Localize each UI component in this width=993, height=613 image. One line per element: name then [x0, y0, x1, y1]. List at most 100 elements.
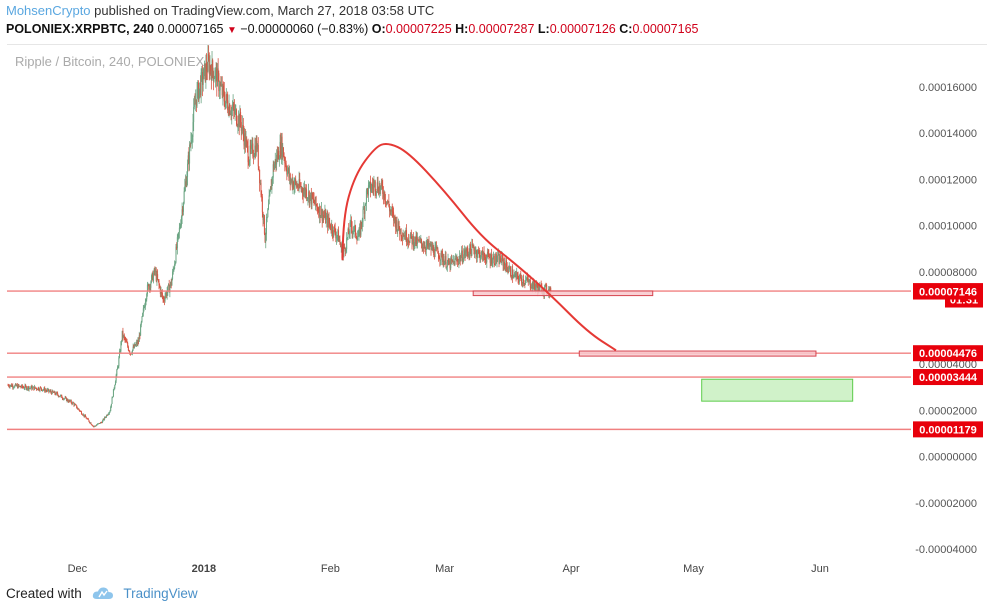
candle-body — [427, 241, 429, 246]
candle-body — [240, 111, 242, 123]
candle-body — [42, 389, 44, 391]
candle-body — [399, 229, 401, 235]
candle-body — [525, 280, 527, 284]
candle-body — [355, 235, 357, 238]
candle-body — [360, 221, 362, 235]
price-chart[interactable]: Ripple / Bitcoin, 240, POLONIEX 0.0001600… — [7, 45, 987, 579]
candle-body — [528, 280, 530, 283]
candle-body — [266, 217, 268, 219]
candle-body — [510, 267, 512, 276]
candle-body — [78, 408, 80, 410]
candle-body — [175, 246, 177, 263]
candle-body — [81, 414, 83, 415]
candle-body — [401, 236, 403, 239]
candle-body — [233, 104, 235, 109]
candle-body — [364, 204, 366, 214]
candle-body — [151, 272, 153, 276]
candle-body — [512, 277, 514, 279]
candle-body — [65, 397, 67, 399]
candle-body — [253, 155, 255, 157]
created-with-text: Created with — [6, 586, 82, 601]
candle-body — [461, 250, 463, 257]
candle-body — [95, 425, 97, 427]
candle-body — [99, 422, 101, 424]
candle-body — [125, 339, 127, 341]
candle-body — [147, 284, 149, 286]
candle-body — [108, 412, 110, 414]
symbol-line: POLONIEX:XRPBTC, 240 0.00007165 ▼ −0.000… — [6, 22, 698, 36]
candle-body — [90, 422, 92, 425]
candle-body — [423, 246, 425, 249]
candle-body — [465, 252, 467, 256]
candle-body — [344, 247, 346, 249]
candle-body — [519, 274, 521, 279]
candle-body — [55, 393, 57, 395]
candle-body — [306, 189, 308, 199]
candle-body — [297, 185, 299, 189]
candle-body — [259, 169, 261, 184]
candle-body — [434, 247, 436, 257]
candle-body — [225, 100, 227, 108]
candle-body — [265, 234, 267, 242]
candle-body — [163, 300, 165, 301]
candle-body — [463, 254, 465, 261]
candle-body — [97, 423, 99, 425]
candle-body — [283, 156, 285, 159]
candle-body — [236, 109, 238, 125]
candle-body — [148, 285, 150, 290]
candle-body — [236, 124, 238, 126]
candle-body — [89, 421, 91, 423]
candle-body — [226, 94, 228, 101]
candle-body — [189, 144, 191, 164]
candle-body — [207, 54, 209, 72]
candle-body — [484, 256, 486, 258]
candle-body — [511, 269, 513, 279]
candle-body — [398, 221, 400, 230]
y-tick-label: -0.00004000 — [915, 544, 977, 556]
candle-body — [32, 386, 34, 388]
candle-body — [21, 385, 23, 388]
candle-body — [527, 277, 529, 280]
candle-body — [472, 245, 474, 247]
chart-area[interactable]: Ripple / Bitcoin, 240, POLONIEX 0.0001600… — [7, 44, 987, 579]
candle-body — [151, 275, 152, 283]
projection-curve — [341, 142, 617, 352]
candle-body — [365, 190, 367, 204]
candle-body — [77, 408, 79, 410]
candle-body — [79, 410, 81, 412]
candle-body — [192, 122, 194, 137]
tradingview-brand[interactable]: TradingView — [123, 586, 198, 601]
candle-body — [399, 229, 401, 235]
candle-body — [352, 231, 354, 233]
candle-body — [47, 389, 49, 390]
candle-body — [134, 344, 136, 347]
candle-body — [339, 239, 341, 244]
candle-body — [536, 283, 538, 288]
candle-body — [219, 90, 221, 92]
candle-body — [412, 235, 414, 244]
candle-body — [313, 198, 315, 203]
candle-body — [464, 250, 466, 256]
candle-body — [169, 286, 171, 293]
candle-body — [530, 287, 532, 289]
candle-body — [233, 108, 235, 114]
candle-body — [231, 108, 233, 110]
candle-body — [537, 284, 539, 293]
candle-body — [444, 261, 446, 265]
candle-body — [475, 250, 477, 252]
candle-body — [333, 226, 335, 236]
candle-body — [529, 279, 531, 288]
candle-body — [489, 257, 491, 258]
candle-body — [347, 229, 349, 238]
candle-body — [516, 272, 518, 275]
author-link[interactable]: MohsenCrypto — [6, 3, 91, 18]
candle-body — [369, 181, 371, 192]
candle-body — [433, 246, 435, 256]
candle-body — [48, 389, 50, 392]
candle-body — [139, 335, 141, 337]
candle-body — [214, 70, 216, 79]
candle-body — [76, 408, 78, 409]
candle-body — [106, 414, 108, 417]
candle-body — [17, 385, 19, 389]
candle-body — [407, 240, 409, 243]
